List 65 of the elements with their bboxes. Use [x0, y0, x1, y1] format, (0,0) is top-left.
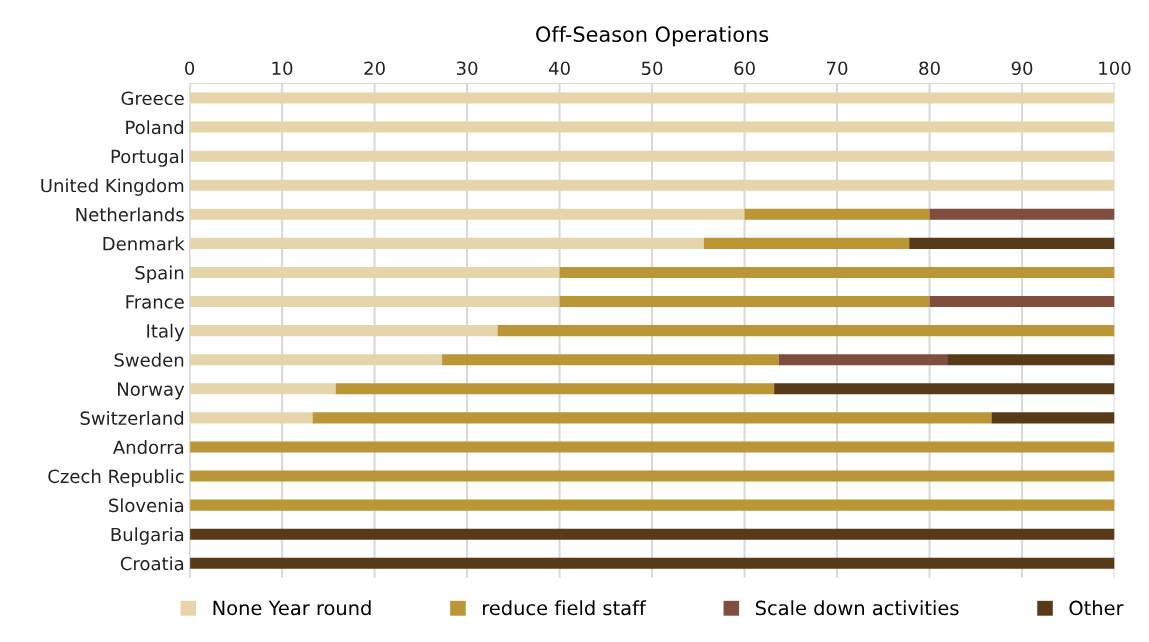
- bar: [189, 179, 1115, 191]
- bar: [991, 412, 1115, 424]
- bar: [909, 237, 1115, 249]
- bar: [189, 441, 1115, 453]
- bar: [189, 528, 1115, 540]
- x-tick-label: 70: [827, 61, 848, 76]
- y-tick-label: Croatia: [120, 556, 184, 571]
- y-tick-label: United Kingdom: [41, 178, 184, 196]
- y-tick-label: Slovenia: [109, 498, 184, 513]
- y-tick-label: Spain: [135, 265, 184, 284]
- bar: [442, 354, 779, 366]
- bar: [744, 208, 930, 220]
- bar: [335, 383, 775, 395]
- bar: [189, 208, 745, 220]
- bar: [189, 354, 443, 366]
- x-tick-label: 10: [272, 61, 293, 76]
- x-tick-label: 0: [185, 61, 195, 76]
- chart-title: Off-Season Operations: [536, 25, 769, 47]
- y-tick-label: Sweden: [114, 352, 184, 367]
- x-tick-label: 40: [548, 61, 570, 76]
- bar: [774, 383, 1115, 395]
- bar: [703, 237, 910, 249]
- bar: [189, 237, 704, 249]
- y-tick-label: Netherlands: [76, 207, 184, 222]
- bar: [929, 296, 1115, 308]
- bar: [189, 557, 1115, 569]
- x-tick-label: 60: [734, 61, 755, 76]
- legend-label: Other: [1069, 600, 1124, 616]
- y-tick-label: Andorra: [112, 440, 184, 455]
- bar: [312, 412, 992, 424]
- y-tick-label: Bulgaria: [111, 527, 184, 545]
- y-tick-label: Poland: [126, 120, 184, 135]
- bar: [189, 470, 1115, 482]
- y-tick-label: Switzerland: [80, 411, 184, 425]
- bar: [189, 296, 560, 308]
- bar: [497, 325, 1115, 337]
- bar: [778, 354, 948, 366]
- bar: [559, 296, 930, 308]
- x-tick-label: 90: [1011, 61, 1033, 76]
- y-tick-label: Czech Republic: [48, 469, 184, 487]
- x-tick-label: 30: [456, 61, 478, 76]
- bar: [189, 412, 313, 424]
- bar: [189, 266, 560, 278]
- y-tick-label: Italy: [147, 323, 185, 342]
- y-tick-label: Norway: [118, 382, 185, 400]
- bar: [929, 208, 1115, 220]
- x-tick-label: 100: [1099, 61, 1131, 76]
- x-tick-label: 80: [919, 61, 940, 76]
- x-tick-label: 50: [641, 61, 663, 76]
- y-tick-label: Greece: [121, 91, 184, 106]
- bar: [947, 354, 1115, 366]
- bar: [189, 325, 498, 337]
- bar: [559, 266, 1115, 278]
- y-tick-label: Portugal: [111, 149, 184, 167]
- legend-label: Scale down activities: [755, 600, 959, 616]
- legend-label: None Year round: [213, 600, 371, 616]
- y-tick-label: Denmark: [103, 236, 185, 251]
- legend-label: reduce field staff: [483, 600, 647, 616]
- y-tick-label: France: [126, 295, 184, 309]
- bar: [189, 121, 1115, 133]
- bar: [189, 92, 1115, 104]
- bar: [189, 383, 336, 395]
- bar: [189, 499, 1115, 511]
- x-tick-label: 20: [364, 61, 385, 76]
- bar: [189, 150, 1115, 162]
